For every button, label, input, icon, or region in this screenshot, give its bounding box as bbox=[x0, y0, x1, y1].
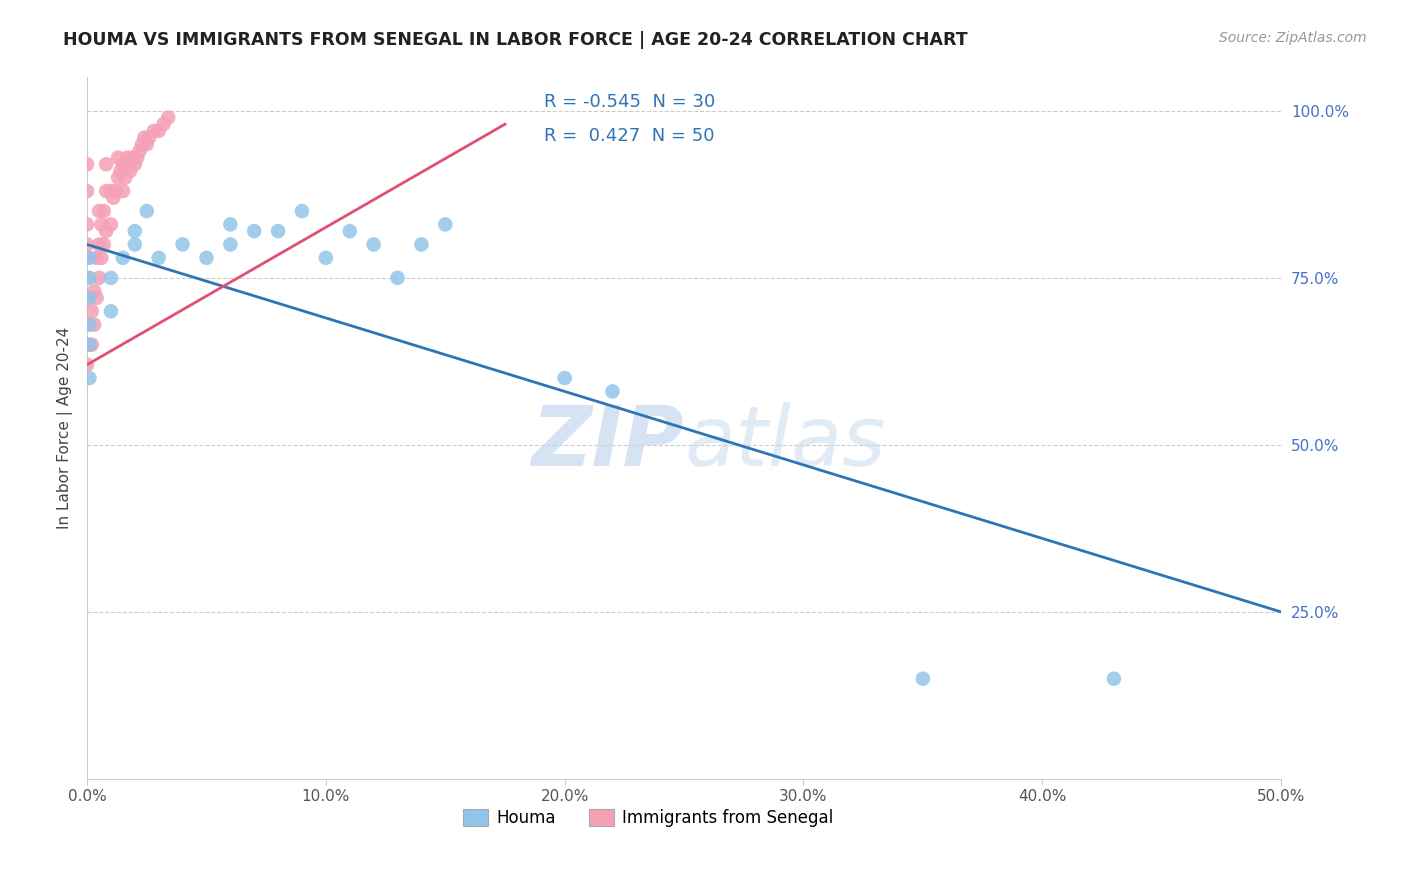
Point bbox=[1102, 672, 1125, 686]
Point bbox=[602, 384, 624, 399]
Point bbox=[339, 224, 361, 238]
Point bbox=[76, 291, 98, 305]
Point bbox=[148, 124, 170, 138]
Point bbox=[90, 218, 112, 232]
Point bbox=[219, 218, 242, 232]
Point bbox=[134, 130, 156, 145]
Point bbox=[87, 237, 110, 252]
Point bbox=[103, 191, 125, 205]
Point bbox=[114, 170, 136, 185]
Legend: Houma, Immigrants from Senegal: Houma, Immigrants from Senegal bbox=[456, 802, 841, 834]
Point bbox=[117, 151, 139, 165]
Point bbox=[76, 251, 98, 265]
Text: Source: ZipAtlas.com: Source: ZipAtlas.com bbox=[1219, 31, 1367, 45]
Point bbox=[111, 251, 134, 265]
Point bbox=[87, 271, 110, 285]
Point bbox=[104, 184, 127, 198]
Point bbox=[110, 164, 132, 178]
Point bbox=[76, 358, 98, 372]
Point bbox=[128, 144, 150, 158]
Point bbox=[83, 318, 105, 332]
Point bbox=[138, 130, 160, 145]
Point bbox=[79, 271, 101, 285]
Point bbox=[142, 124, 165, 138]
Point bbox=[79, 371, 101, 385]
Point bbox=[100, 184, 122, 198]
Point bbox=[111, 157, 134, 171]
Point bbox=[76, 218, 98, 232]
Y-axis label: In Labor Force | Age 20-24: In Labor Force | Age 20-24 bbox=[58, 327, 73, 529]
Point bbox=[100, 304, 122, 318]
Point bbox=[83, 284, 105, 298]
Point bbox=[363, 237, 385, 252]
Point bbox=[267, 224, 290, 238]
Point bbox=[148, 251, 170, 265]
Point bbox=[121, 151, 143, 165]
Point bbox=[131, 137, 153, 152]
Point bbox=[107, 151, 129, 165]
Point bbox=[100, 218, 122, 232]
Point bbox=[96, 224, 118, 238]
Point bbox=[135, 137, 157, 152]
Point bbox=[76, 157, 98, 171]
Point bbox=[87, 204, 110, 219]
Point bbox=[411, 237, 433, 252]
Point bbox=[76, 271, 98, 285]
Point bbox=[387, 271, 409, 285]
Text: atlas: atlas bbox=[685, 401, 886, 483]
Point bbox=[96, 184, 118, 198]
Point bbox=[135, 204, 157, 219]
Point bbox=[111, 184, 134, 198]
Point bbox=[86, 251, 108, 265]
Point bbox=[76, 237, 98, 252]
Point bbox=[80, 337, 103, 351]
Point bbox=[243, 224, 266, 238]
Point bbox=[157, 111, 180, 125]
Point bbox=[107, 170, 129, 185]
Point bbox=[90, 251, 112, 265]
Point bbox=[172, 237, 194, 252]
Point bbox=[291, 204, 314, 219]
Text: ZIP: ZIP bbox=[531, 401, 685, 483]
Point bbox=[219, 237, 242, 252]
Point bbox=[100, 271, 122, 285]
Point bbox=[434, 218, 457, 232]
Point bbox=[76, 184, 98, 198]
Point bbox=[79, 318, 101, 332]
Point bbox=[195, 251, 218, 265]
Point bbox=[79, 291, 101, 305]
Point bbox=[86, 291, 108, 305]
Point bbox=[93, 204, 115, 219]
Point bbox=[127, 151, 149, 165]
Point bbox=[315, 251, 337, 265]
Point bbox=[76, 318, 98, 332]
Point bbox=[96, 157, 118, 171]
Point bbox=[76, 337, 98, 351]
Point bbox=[118, 164, 141, 178]
Point bbox=[554, 371, 576, 385]
Point bbox=[911, 672, 934, 686]
Point bbox=[124, 237, 146, 252]
Point bbox=[80, 304, 103, 318]
Point bbox=[124, 224, 146, 238]
Point bbox=[93, 237, 115, 252]
Point bbox=[152, 117, 174, 131]
Text: R = -0.545  N = 30: R = -0.545 N = 30 bbox=[544, 93, 716, 111]
Point bbox=[79, 337, 101, 351]
Point bbox=[79, 251, 101, 265]
Text: R =  0.427  N = 50: R = 0.427 N = 50 bbox=[544, 127, 714, 145]
Text: HOUMA VS IMMIGRANTS FROM SENEGAL IN LABOR FORCE | AGE 20-24 CORRELATION CHART: HOUMA VS IMMIGRANTS FROM SENEGAL IN LABO… bbox=[63, 31, 967, 49]
Point bbox=[124, 157, 146, 171]
